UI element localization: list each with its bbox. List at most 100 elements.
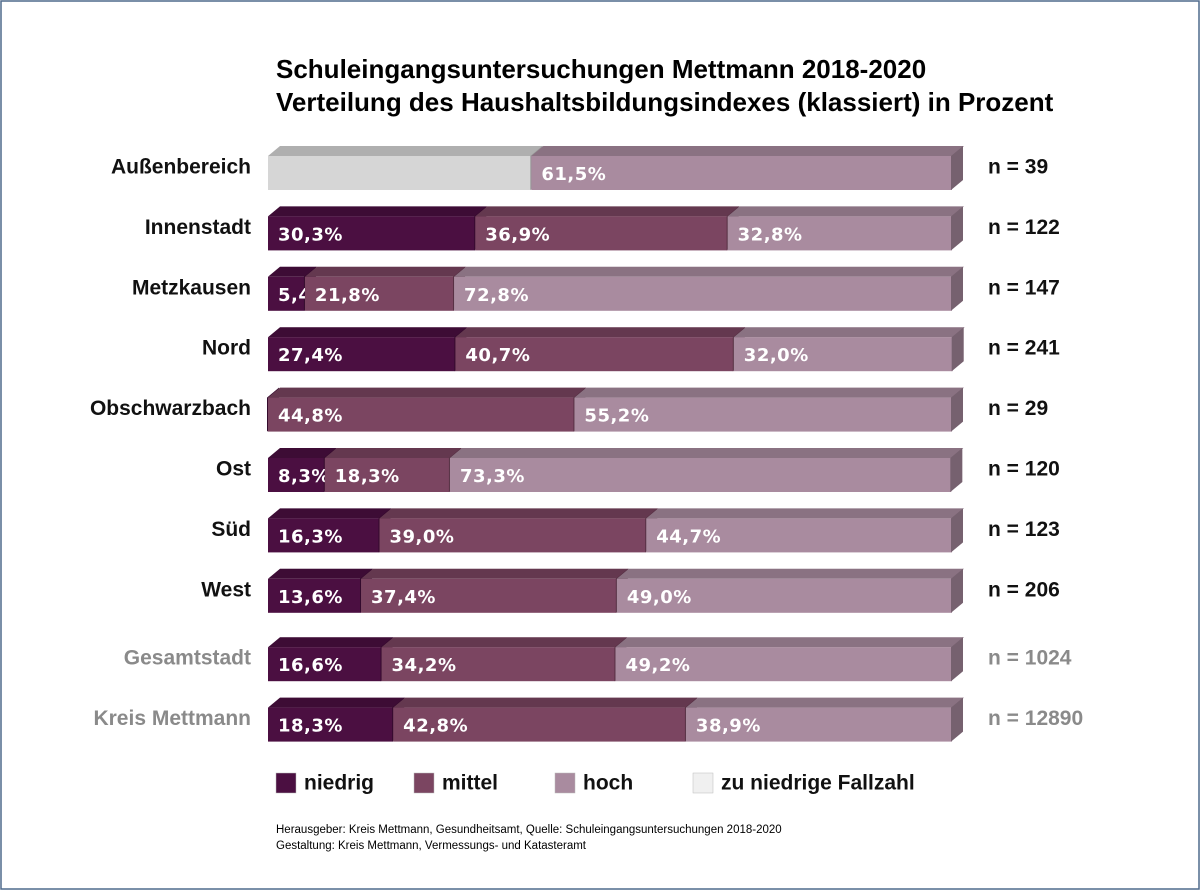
value-label: 27,4% xyxy=(278,345,343,366)
bar-segment xyxy=(475,216,728,251)
bar-segment xyxy=(324,458,450,492)
bevel-edge-shade xyxy=(951,206,963,251)
bevel-top xyxy=(268,387,587,398)
bevel-top xyxy=(268,327,468,338)
n-label: n = 12890 xyxy=(988,707,1083,730)
bevel-top xyxy=(268,637,394,648)
category-label: Metzkausen xyxy=(132,276,251,299)
legend-swatch xyxy=(413,772,435,794)
bevel-edge xyxy=(950,448,963,492)
n-label: n = 206 xyxy=(988,578,1060,601)
bar-segment xyxy=(393,707,686,742)
n-label: n = 147 xyxy=(988,276,1060,299)
value-label: 39,0% xyxy=(389,526,454,547)
bevel-top xyxy=(268,508,392,519)
bevel-edge-shade xyxy=(951,697,963,742)
bar-segment xyxy=(268,337,456,372)
bevel-shade xyxy=(268,448,337,458)
legend-label: niedrig xyxy=(304,772,374,795)
value-label: 18,3% xyxy=(278,716,343,737)
bevel-top xyxy=(531,146,964,156)
category-label: Süd xyxy=(211,518,251,541)
bevel-shade xyxy=(268,266,317,277)
category-label: Nord xyxy=(202,337,251,360)
value-label: 36,9% xyxy=(485,224,550,245)
category-label: Ost xyxy=(216,458,251,481)
bevel-edge xyxy=(951,697,963,742)
bevel-shade xyxy=(379,508,659,519)
bevel-edge-shade xyxy=(951,568,963,613)
value-label: 42,8% xyxy=(403,716,468,737)
bar-segment xyxy=(455,337,734,372)
bevel-top xyxy=(268,146,544,156)
bevel-edge xyxy=(951,266,963,311)
n-label: n = 39 xyxy=(988,156,1048,179)
n-label: n = 29 xyxy=(988,397,1048,420)
bevel-edge-shade xyxy=(951,387,963,432)
bar-segment xyxy=(733,337,953,372)
bevel-top xyxy=(268,568,374,579)
bevel-edge-shade xyxy=(951,508,963,553)
bar-segment xyxy=(379,518,647,553)
value-label: 55,2% xyxy=(584,406,649,427)
n-label: n = 1024 xyxy=(988,647,1072,670)
value-label: 16,3% xyxy=(278,526,343,547)
bevel-shade xyxy=(531,146,964,156)
bevel-top xyxy=(455,327,746,338)
bar-segment xyxy=(449,458,952,492)
bevel-edge xyxy=(951,387,963,432)
bevel-shade xyxy=(727,206,964,217)
bar-segment xyxy=(268,518,380,553)
value-label: 32,8% xyxy=(738,224,803,245)
bevel-top xyxy=(475,206,740,217)
bevel-edge xyxy=(951,206,963,251)
bevel-shade xyxy=(268,637,394,648)
n-label: n = 123 xyxy=(988,518,1060,541)
bevel-edge xyxy=(951,508,963,553)
bevel-top xyxy=(268,448,337,458)
bar-segment xyxy=(268,458,325,492)
bevel-edge-shade xyxy=(950,448,963,492)
bevel-top xyxy=(268,206,488,217)
bar-segment xyxy=(531,156,952,190)
value-label: 34,2% xyxy=(392,655,457,676)
bevel-top xyxy=(324,448,462,458)
bar-segment xyxy=(574,397,952,432)
bevel-shade xyxy=(268,697,406,708)
value-label: 44,8% xyxy=(278,406,343,427)
bevel-shade xyxy=(393,697,698,708)
bevel-shade xyxy=(733,327,965,338)
bevel-top xyxy=(304,266,467,277)
bar-segment xyxy=(454,276,952,311)
bevel-top xyxy=(685,697,964,708)
bevel-shade xyxy=(449,448,964,458)
bar-segment xyxy=(727,216,952,251)
bevel-top xyxy=(379,508,659,519)
value-label: 73,3% xyxy=(460,466,525,487)
value-label: 16,6% xyxy=(278,655,343,676)
bevel-top xyxy=(615,637,964,648)
bevel-shade xyxy=(574,387,964,398)
bevel-top xyxy=(449,448,964,458)
value-label: 32,0% xyxy=(744,345,809,366)
bar-segment xyxy=(646,518,952,553)
note: Herausgeber: Kreis Mettmann, Gesundheits… xyxy=(276,824,782,836)
bevel-edge xyxy=(951,568,963,613)
n-label: n = 120 xyxy=(988,458,1060,481)
bar-segment xyxy=(268,397,575,432)
bevel-shade xyxy=(454,266,964,277)
category-label: Kreis Mettmann xyxy=(93,707,251,730)
bevel-top xyxy=(574,387,964,398)
bevel-edge xyxy=(951,327,964,372)
value-label: 72,8% xyxy=(464,285,529,306)
bevel-shade xyxy=(646,508,964,519)
bar-segment xyxy=(361,578,617,613)
legend-label: mittel xyxy=(442,772,498,795)
category-label: West xyxy=(201,578,251,601)
bar-segment xyxy=(685,707,952,742)
value-label: 44,7% xyxy=(656,526,721,547)
bevel-edge-shade xyxy=(951,266,963,311)
bar-segment xyxy=(268,647,382,682)
bevel-shade xyxy=(268,206,488,217)
